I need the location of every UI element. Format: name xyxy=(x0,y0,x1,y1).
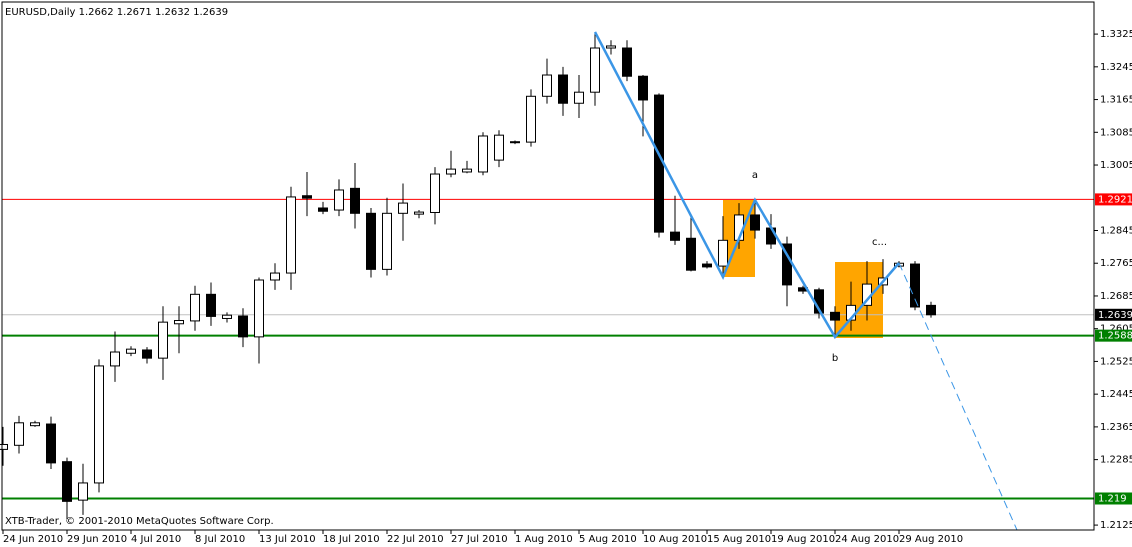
x-tick-label: 27 Jul 2010 xyxy=(451,534,508,545)
candle-body xyxy=(110,351,120,367)
candle-body xyxy=(206,293,216,317)
x-tick-label: 8 Jul 2010 xyxy=(195,534,245,545)
candle-body xyxy=(622,47,632,77)
x-tick-label: 19 Aug 2010 xyxy=(771,534,835,545)
x-tick-label: 29 Aug 2010 xyxy=(899,534,963,545)
candle-body xyxy=(670,231,680,241)
x-tick-label: 22 Jul 2010 xyxy=(387,534,444,545)
candle-body xyxy=(318,207,328,212)
candle-body xyxy=(590,47,600,93)
level-label-box xyxy=(1095,492,1132,505)
candle-body xyxy=(302,195,312,199)
candle-body xyxy=(382,212,392,270)
annotation: a xyxy=(752,170,758,181)
x-tick-label: 5 Aug 2010 xyxy=(579,534,637,545)
candle-body xyxy=(558,74,568,104)
candle-body xyxy=(462,168,472,173)
candle-body xyxy=(686,237,696,271)
y-tick-label: 1.2845 xyxy=(1100,225,1132,236)
candle-body xyxy=(190,293,200,322)
candle-body xyxy=(222,314,232,319)
level-label: 1.2639 xyxy=(1098,310,1132,321)
x-tick-label: 4 Jul 2010 xyxy=(131,534,181,545)
candle-body xyxy=(510,141,520,144)
annotation: b xyxy=(832,353,838,364)
y-tick-label: 1.3245 xyxy=(1100,62,1132,73)
candle-body xyxy=(14,422,24,446)
candle-body xyxy=(494,134,504,161)
candle-body xyxy=(574,91,584,104)
x-tick-label: 15 Aug 2010 xyxy=(707,534,771,545)
candle-body xyxy=(526,95,536,143)
level-label: 1.2921 xyxy=(1098,194,1132,205)
candle-body xyxy=(158,321,168,359)
candle-body xyxy=(62,461,72,502)
y-tick-label: 1.3325 xyxy=(1100,29,1132,40)
y-tick-label: 1.2605 xyxy=(1100,324,1132,335)
x-tick-label: 13 Jul 2010 xyxy=(259,534,316,545)
candle-body xyxy=(350,187,360,214)
plot-frame xyxy=(1,1,1095,531)
candle-body xyxy=(0,443,8,450)
candle-body xyxy=(78,482,88,501)
candle-body xyxy=(398,202,408,214)
candle-body xyxy=(446,168,456,175)
annotation: c... xyxy=(872,237,887,248)
candle-body xyxy=(270,272,280,281)
y-tick-label: 1.2365 xyxy=(1100,422,1132,433)
candle-body xyxy=(414,211,424,215)
candle-body xyxy=(542,74,552,97)
y-tick-label: 1.2765 xyxy=(1100,258,1132,269)
footer: XTB-Trader, © 2001-2010 MetaQuotes Softw… xyxy=(5,516,274,527)
chart-title: EURUSD,Daily 1.2662 1.2671 1.2632 1.2639 xyxy=(5,7,228,18)
candle-body xyxy=(334,189,344,211)
zigzag-line xyxy=(593,31,900,340)
x-tick-label: 1 Aug 2010 xyxy=(515,534,573,545)
y-tick-label: 1.2125 xyxy=(1100,520,1132,531)
candle-body xyxy=(366,212,376,270)
x-tick-label: 18 Jul 2010 xyxy=(323,534,380,545)
candle-body xyxy=(910,263,920,308)
x-tick-label: 10 Aug 2010 xyxy=(643,534,707,545)
candle-body xyxy=(142,349,152,359)
level-label: 1.2588 xyxy=(1098,331,1132,342)
candle-body xyxy=(430,173,440,213)
candle-body xyxy=(46,423,56,464)
level-label: 1.219 xyxy=(1098,493,1127,504)
projection-line xyxy=(898,262,1018,531)
candle-body xyxy=(478,135,488,173)
candle-body xyxy=(126,348,136,354)
candle-body xyxy=(254,279,264,338)
candle-body xyxy=(702,263,712,268)
x-tick-label: 29 Jun 2010 xyxy=(67,534,127,545)
y-tick-label: 1.3085 xyxy=(1100,127,1132,138)
y-tick-label: 1.3005 xyxy=(1100,160,1132,171)
candle-body xyxy=(830,311,840,321)
candle-body xyxy=(30,422,40,427)
level-label-box xyxy=(1095,193,1132,206)
level-label-box xyxy=(1095,308,1132,321)
candle-body xyxy=(174,320,184,325)
candle-body xyxy=(638,75,648,101)
candle-body xyxy=(94,365,104,484)
x-tick-label: 24 Aug 2010 xyxy=(835,534,899,545)
candle-body xyxy=(238,315,248,338)
y-tick-label: 1.2525 xyxy=(1100,356,1132,367)
candle-body xyxy=(926,304,936,316)
candle-body xyxy=(654,94,664,233)
y-tick-label: 1.2445 xyxy=(1100,389,1132,400)
y-tick-label: 1.2685 xyxy=(1100,291,1132,302)
y-tick-label: 1.2285 xyxy=(1100,455,1132,466)
x-tick-label: 24 Jun 2010 xyxy=(3,534,63,545)
candle-body xyxy=(750,214,760,231)
rectangle-object xyxy=(835,262,883,338)
level-label-box xyxy=(1095,329,1132,342)
candle-body xyxy=(718,239,728,267)
candle-body xyxy=(606,45,616,49)
candle-body xyxy=(286,196,296,274)
y-tick-label: 1.3165 xyxy=(1100,95,1132,106)
